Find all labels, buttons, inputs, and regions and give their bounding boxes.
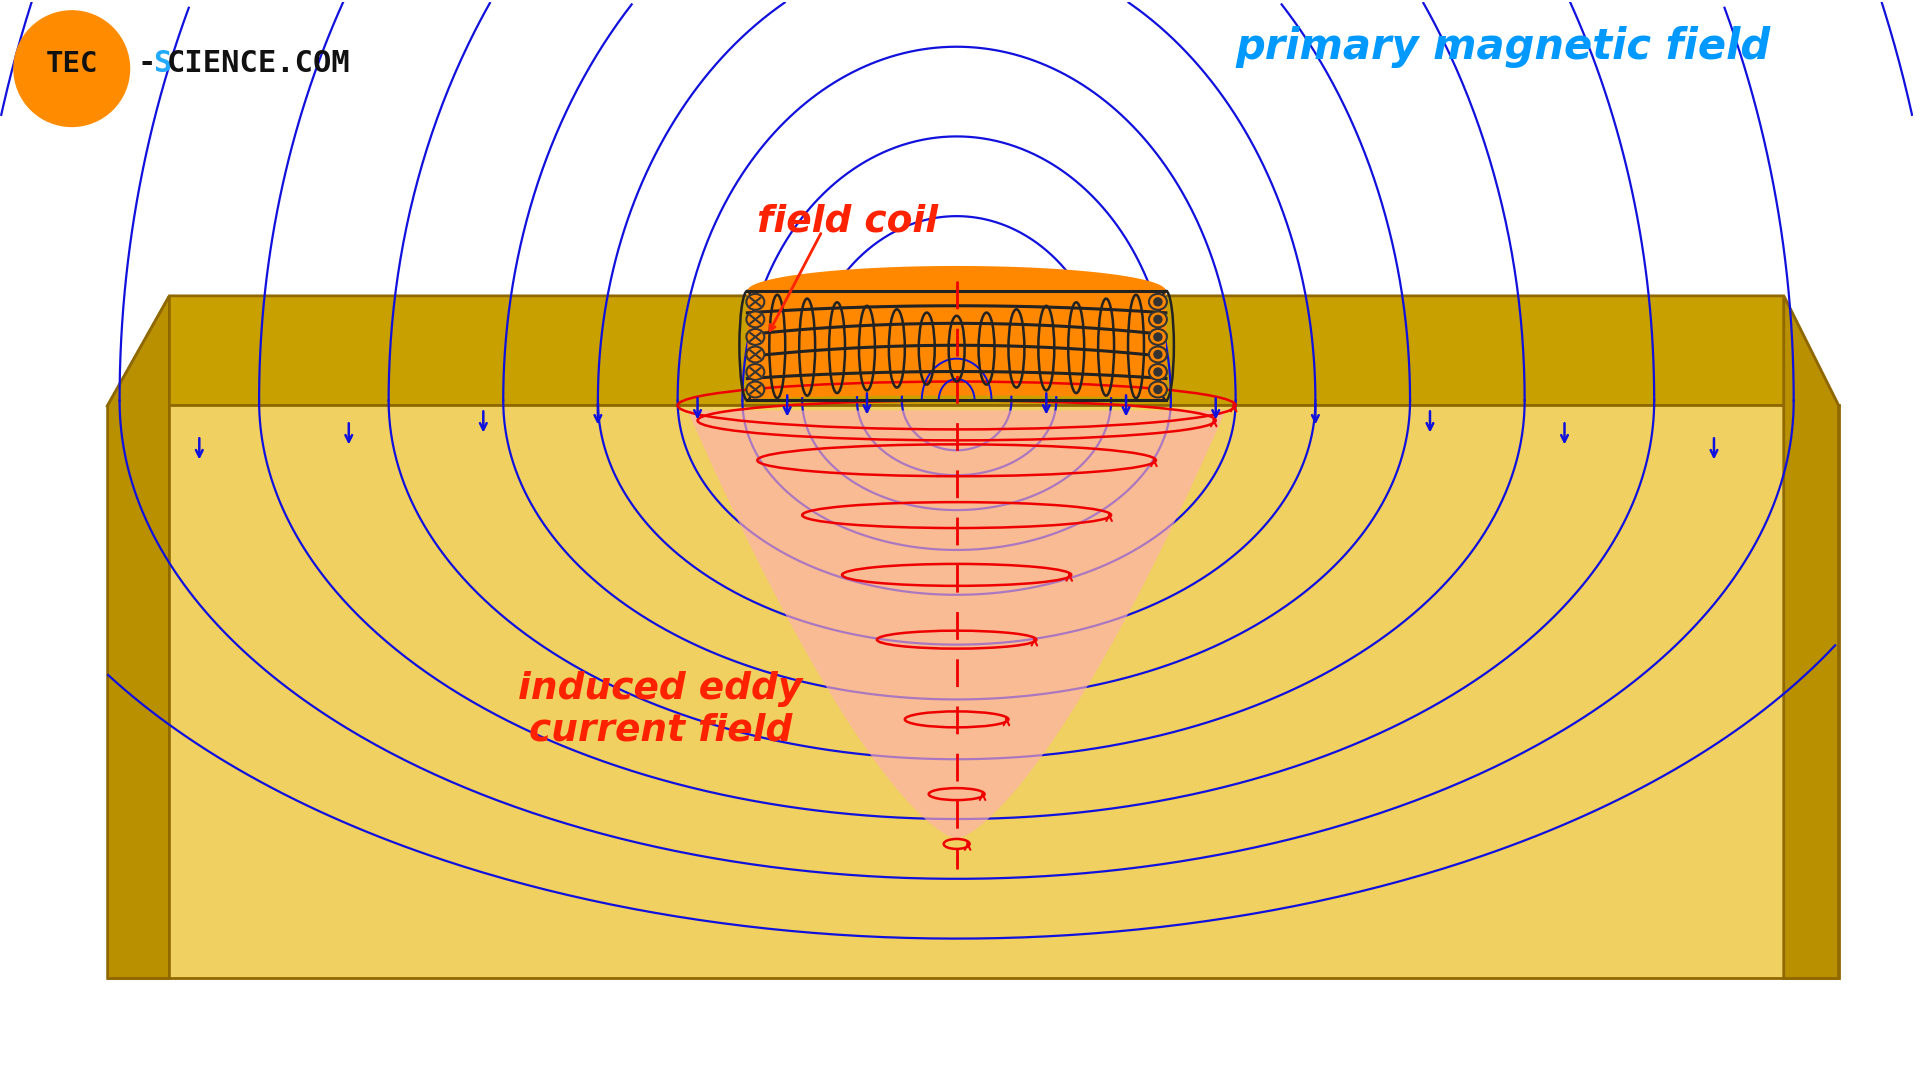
Polygon shape <box>108 405 1839 978</box>
Polygon shape <box>747 266 1165 401</box>
Ellipse shape <box>747 294 764 310</box>
Text: TEC: TEC <box>46 50 98 78</box>
Text: primary magnetic field: primary magnetic field <box>1236 26 1770 68</box>
Circle shape <box>1154 315 1162 323</box>
Circle shape <box>1154 351 1162 359</box>
Ellipse shape <box>1148 347 1167 363</box>
Ellipse shape <box>1148 381 1167 397</box>
Polygon shape <box>108 296 169 978</box>
Text: -: - <box>138 50 156 78</box>
Polygon shape <box>687 410 1225 839</box>
Circle shape <box>1154 333 1162 341</box>
Ellipse shape <box>747 347 764 363</box>
Polygon shape <box>108 296 1839 405</box>
Ellipse shape <box>747 329 764 345</box>
Ellipse shape <box>747 311 764 327</box>
Text: field coil: field coil <box>756 203 939 239</box>
Ellipse shape <box>1148 311 1167 327</box>
Circle shape <box>13 11 129 126</box>
Text: induced eddy
current field: induced eddy current field <box>518 671 803 748</box>
Ellipse shape <box>1148 364 1167 380</box>
Circle shape <box>1154 368 1162 376</box>
Circle shape <box>1154 298 1162 306</box>
Text: CIENCE.COM: CIENCE.COM <box>167 50 349 78</box>
Ellipse shape <box>747 381 764 397</box>
Ellipse shape <box>1148 329 1167 345</box>
Polygon shape <box>1784 296 1839 978</box>
Ellipse shape <box>1148 294 1167 310</box>
Ellipse shape <box>747 364 764 380</box>
Text: S: S <box>154 50 171 78</box>
Circle shape <box>1154 386 1162 393</box>
